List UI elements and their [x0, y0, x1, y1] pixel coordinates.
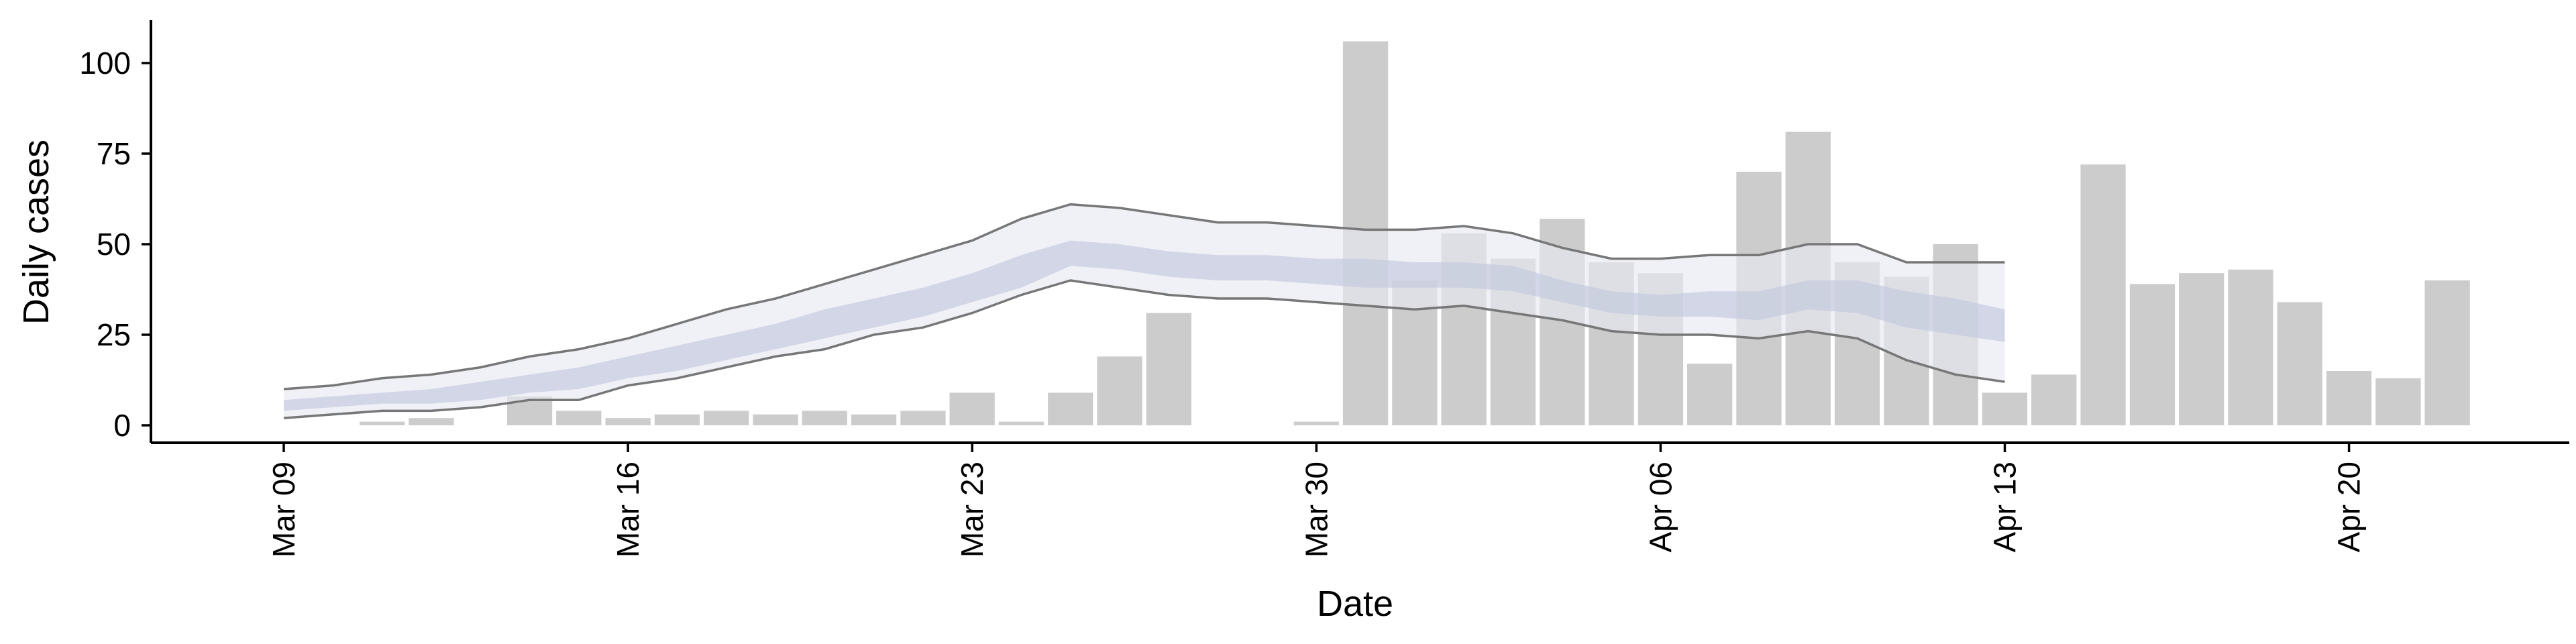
bar: [654, 414, 700, 425]
outer-band: [284, 204, 2005, 419]
bar: [2424, 280, 2470, 425]
bar: [1146, 313, 1191, 425]
x-tick-label: Mar 16: [610, 462, 645, 557]
x-tick-label: Apr 13: [1988, 462, 2023, 553]
bar: [1097, 356, 1142, 425]
x-tick-label: Mar 23: [955, 462, 989, 557]
bar: [2080, 164, 2126, 425]
bar: [2179, 273, 2224, 425]
y-tick-label: 50: [97, 227, 131, 262]
x-axis-title: Date: [1317, 584, 1393, 624]
x-tick-label: Apr 20: [2332, 462, 2367, 553]
bar: [1982, 392, 2028, 425]
bar: [1048, 392, 1093, 425]
inner-band: [284, 240, 2005, 411]
bar: [2326, 371, 2372, 425]
band-lower-line: [283, 279, 2005, 419]
bar: [753, 414, 798, 425]
y-tick-label: 0: [113, 408, 131, 443]
axes-layer: 0 25 50 75 100 Mar 09 Mar 16 Mar 23 Mar 30 Apr 06…: [79, 20, 2569, 557]
y-tick-label: 100: [79, 46, 131, 80]
bar: [2228, 269, 2273, 425]
bar: [409, 418, 454, 425]
bar: [556, 411, 602, 425]
bar: [2375, 378, 2421, 425]
bar: [2031, 374, 2077, 425]
bar: [1293, 421, 1339, 425]
bar: [851, 414, 897, 425]
bar: [2277, 302, 2322, 425]
bar: [605, 418, 651, 425]
x-tick-label: Mar 09: [266, 462, 301, 557]
y-tick-label: 75: [97, 136, 131, 171]
x-tick-label: Apr 06: [1643, 462, 1678, 553]
x-tick-label: Mar 30: [1299, 462, 1334, 557]
bar: [360, 421, 405, 425]
y-tick-label: 25: [97, 317, 131, 352]
band-upper-line: [283, 203, 2005, 390]
ribbon-layer: [283, 203, 2005, 419]
bar: [802, 411, 847, 425]
bar: [900, 411, 946, 425]
bar: [2129, 284, 2176, 425]
bar: [998, 421, 1044, 425]
bar: [949, 392, 995, 425]
bar: [1687, 364, 1733, 425]
y-axis-title: Daily cases: [16, 140, 56, 325]
bar: [704, 411, 749, 425]
